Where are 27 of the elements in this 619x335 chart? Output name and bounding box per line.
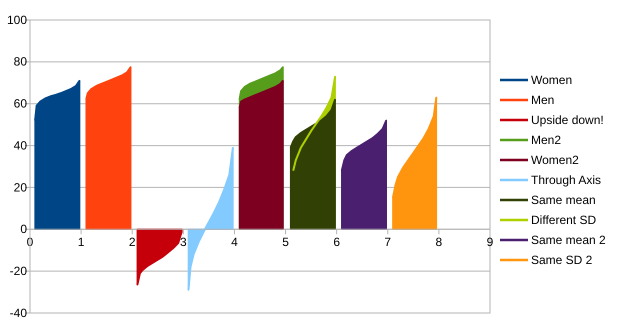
legend-label: Same mean — [531, 193, 596, 208]
x-tick-label: 5 — [282, 234, 290, 249]
y-tick-label: 100 — [6, 12, 28, 27]
x-tick-label: 9 — [486, 234, 494, 249]
y-tick-label: 80 — [14, 54, 28, 69]
legend-label: Different SD — [531, 213, 596, 228]
legend-label: Same mean 2 — [531, 233, 606, 248]
legend-label: Men — [531, 93, 554, 108]
y-tick-label: 20 — [14, 180, 28, 194]
x-tick-label: 8 — [436, 234, 443, 249]
y-tick-label: 40 — [14, 138, 28, 152]
x-tick-label: 1 — [78, 234, 85, 249]
legend-label: Same SD 2 — [531, 253, 593, 268]
legend-label: Upside down! — [531, 113, 604, 128]
y-tick-label: -40 — [10, 306, 28, 320]
x-tick-label: 7 — [384, 234, 392, 249]
x-tick-label: 4 — [231, 234, 238, 249]
y-tick-label: 60 — [14, 96, 28, 111]
x-tick-label: 6 — [333, 234, 340, 249]
x-tick-label: 3 — [180, 234, 187, 249]
y-tick-label: 0 — [20, 222, 28, 236]
y-tick-label: -20 — [10, 264, 28, 278]
legend-label: Men2 — [531, 133, 562, 148]
x-tick-label: 2 — [128, 234, 136, 249]
legend-label: Women2 — [531, 153, 580, 168]
legend-label: Women — [531, 73, 572, 88]
legend-label: Through Axis — [531, 173, 602, 188]
